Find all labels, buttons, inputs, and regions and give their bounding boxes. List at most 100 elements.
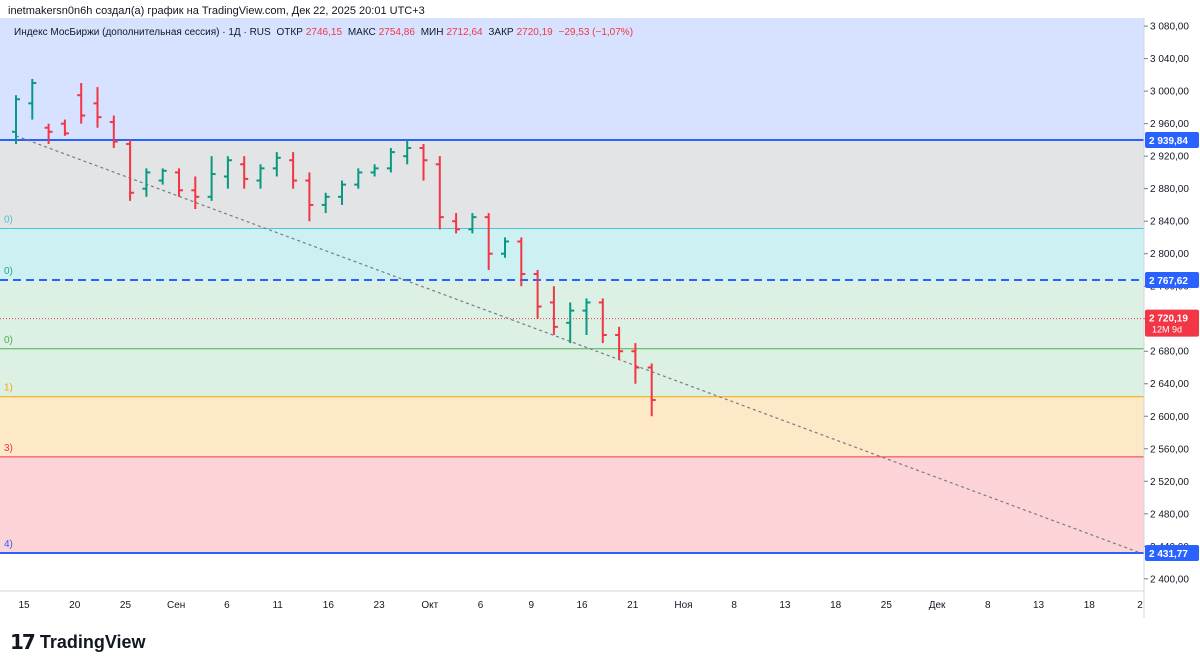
fib-level-label-4: 1): [4, 383, 13, 394]
fib-band-2: [0, 280, 1144, 349]
fib-band-1: [0, 228, 1144, 281]
ohlc-bar: [256, 164, 265, 189]
price-tick-label: 3 040,00: [1150, 54, 1189, 65]
time-tick-label: 20: [69, 600, 81, 611]
price-tick-label: 2 520,00: [1150, 477, 1189, 488]
current-price-countdown: 12M 9d: [1152, 325, 1182, 335]
time-tick-label: 18: [830, 600, 842, 611]
ohlc-bar: [321, 192, 330, 214]
time-tick-label: 21: [627, 600, 639, 611]
ohlc-bar: [60, 119, 69, 136]
footer: 17 TradingView: [10, 630, 146, 654]
price-tag-label: 2 767,62: [1149, 276, 1188, 287]
fib-level-label-1: 0): [4, 215, 13, 226]
tradingview-logo-text[interactable]: TradingView: [39, 631, 146, 652]
price-tick-label: 2 400,00: [1150, 574, 1189, 585]
time-tick-label: 8: [985, 600, 991, 611]
ohlc-bar: [289, 152, 298, 189]
legend-low-label: МИН: [420, 27, 444, 38]
legend-high-value: 2754,86: [378, 27, 415, 38]
ohlc-bar: [419, 143, 428, 181]
ohlc-bar: [77, 83, 86, 124]
top-bar: inetmakersn0n6h создал(а) график на Trad…: [0, 0, 1200, 22]
price-tick-label: 2 840,00: [1150, 217, 1189, 228]
time-tick-label: 11: [272, 600, 283, 611]
fib-band-4: [0, 396, 1144, 457]
ohlc-bar: [403, 139, 412, 165]
bars-layer: [12, 78, 656, 417]
author-line: inetmakersn0n6h создал(а) график на Trad…: [8, 5, 425, 17]
ohlc-bar: [272, 152, 281, 177]
price-tick-label: 2 880,00: [1150, 184, 1189, 195]
ohlc-bar: [191, 176, 200, 209]
fib-level-label-6: 4): [4, 539, 13, 550]
ohlc-bar: [44, 123, 53, 144]
ohlc-bar: [207, 156, 216, 201]
time-tick-label: 18: [1084, 600, 1096, 611]
legend-change-value: −29,53 (−1,07%): [558, 27, 634, 38]
trendline-layer: [15, 135, 1141, 554]
price-tick-label: 2 560,00: [1150, 444, 1189, 455]
time-tick-label: 25: [881, 600, 893, 611]
ohlc-bar: [549, 286, 558, 335]
fib-band-3: [0, 348, 1144, 397]
ohlc-bar: [93, 87, 102, 128]
price-tick-label: 2 800,00: [1150, 249, 1189, 260]
ohlc-bar: [452, 213, 461, 234]
ohlc-bar: [566, 302, 575, 344]
tradingview-logo-icon[interactable]: 17: [10, 630, 36, 654]
ohlc-bar: [468, 213, 477, 234]
current-price-tag-bg: [1145, 309, 1199, 337]
time-tick-label: 16: [576, 600, 588, 611]
ohlc-bar: [631, 343, 640, 384]
legend-low-value: 2712,64: [446, 27, 483, 38]
ohlc-bar: [647, 363, 656, 417]
price-tag-bg: [1145, 272, 1199, 289]
ohlc-bar: [12, 95, 20, 144]
legend-title: Индекс МосБиржи (дополнительная сессия) …: [14, 27, 271, 38]
ohlc-bar: [354, 168, 363, 189]
price-tick-label: 3 080,00: [1150, 22, 1189, 33]
time-tick-label: Дек: [929, 600, 946, 611]
time-tick-label: 6: [478, 600, 484, 611]
fib-level-label-3: 0): [4, 335, 13, 346]
fib-level-label-5: 3): [4, 443, 13, 454]
time-axis: 15 20 25 Сен 6 11 16 23 Окт 6 9 16 21 Ноя 8 13 18 25 Дек 8 1…: [0, 590, 1144, 611]
ohlc-bar: [501, 237, 509, 258]
time-tick-label: 16: [323, 600, 335, 611]
ohlc-bar: [126, 139, 135, 201]
legend-open-label: ОТКР: [276, 27, 303, 38]
ohlc-bar: [158, 168, 167, 185]
time-tick-label: 9: [528, 600, 534, 611]
time-tick-label: Сен: [167, 600, 185, 611]
ohlc-bar: [109, 115, 118, 149]
fib-bands: [0, 18, 1144, 553]
time-tick-label: 15: [18, 600, 30, 611]
price-tick-label: 2 640,00: [1150, 379, 1189, 390]
legend-row: Индекс МосБиржи (дополнительная сессия) …: [14, 27, 636, 38]
price-tick-label: 3 000,00: [1150, 87, 1189, 98]
trendline: [15, 135, 1141, 554]
time-tick-label: Ноя: [674, 600, 692, 611]
legend-open-value: 2746,15: [305, 27, 343, 38]
current-price-tag-label: 2 720,19: [1149, 314, 1188, 325]
fib-band-5: [0, 456, 1144, 553]
time-tick-label: 25: [120, 600, 132, 611]
legend-close-label: ЗАКР: [488, 27, 514, 38]
price-tag-bg: [1145, 132, 1199, 149]
ohlc-bar: [240, 156, 249, 189]
fib-level-label-2: 0): [4, 266, 13, 277]
ohlc-bar: [484, 213, 493, 270]
ohlc-bar: [142, 168, 151, 197]
ohlc-bar: [175, 168, 183, 197]
time-tick-label: 13: [779, 600, 791, 611]
chart-svg[interactable]: 0)0)0)1)3)4) 2 400,002 440,002 480,002 5…: [0, 18, 1200, 618]
ohlc-bar: [615, 326, 624, 360]
time-tick-label: 6: [224, 600, 230, 611]
ohlc-bar: [517, 237, 526, 287]
ohlc-bar: [28, 78, 37, 120]
fib-band-top: [0, 18, 1144, 141]
price-tag-label: 2 431,77: [1149, 549, 1188, 560]
ohlc-bar: [598, 298, 607, 344]
price-tick-label: 2 920,00: [1150, 152, 1189, 163]
